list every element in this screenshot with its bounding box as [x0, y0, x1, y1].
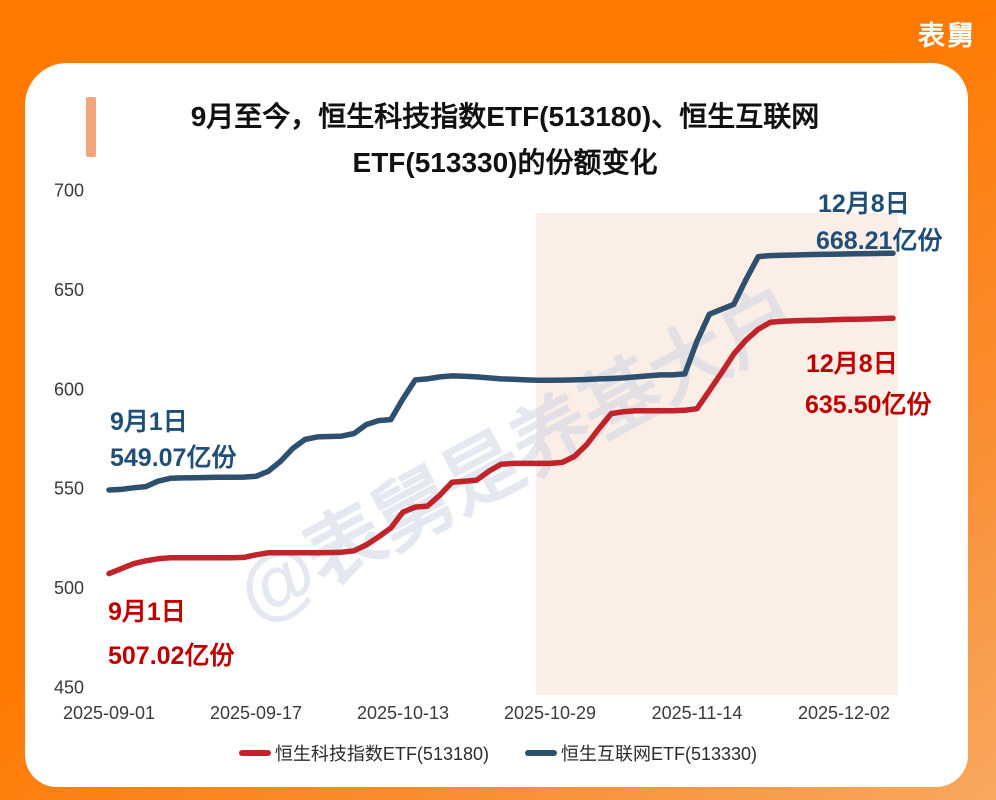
legend-item-internet: 恒生互联网ETF(513330) [525, 740, 757, 766]
y-tick-label: 700 [54, 181, 84, 201]
y-tick-label: 550 [54, 479, 84, 499]
brand-logo: 表舅 [918, 21, 976, 51]
x-tick-label: 2025-10-13 [357, 703, 449, 723]
y-tick-label: 650 [54, 280, 84, 300]
y-tick-label: 600 [54, 379, 84, 399]
series-lines [106, 250, 896, 577]
annotation-red-start-date: 9月1日 [108, 598, 186, 626]
annotation-blue-start-date: 9月1日 [110, 408, 188, 436]
chart-title-line2: ETF(513330)的份额变化 [352, 147, 658, 178]
annotation-blue-end-value: 668.21亿份 [816, 227, 943, 255]
legend-label-hstech: 恒生科技指数ETF(513180) [274, 744, 489, 764]
annotation-red-start-value: 507.02亿份 [108, 642, 235, 670]
highlight-band [535, 213, 898, 695]
x-axis: 2025-09-01 2025-09-17 2025-10-13 2025-10-29… [63, 703, 890, 723]
y-axis: 450 500 550 600 650 700 [54, 181, 84, 698]
title-accent-bar [86, 97, 96, 157]
y-tick-label: 500 [54, 578, 84, 598]
annotation-blue-start-value: 549.07亿份 [110, 444, 237, 472]
legend-swatch-blue [525, 750, 557, 756]
x-tick-label: 2025-10-29 [504, 703, 596, 723]
annotation-red-end-date: 12月8日 [806, 350, 898, 378]
series-line-internet-etf [106, 250, 896, 493]
legend-swatch-red [238, 750, 271, 756]
x-tick-label: 2025-11-14 [652, 703, 743, 723]
chart-title-line1: 9月至今，恒生科技指数ETF(513180)、恒生互联网 [190, 101, 820, 132]
annotation-blue-end-date: 12月8日 [818, 190, 910, 218]
chart-title: 9月至今，恒生科技指数ETF(513180)、恒生互联网 ETF(513330)… [110, 94, 900, 186]
legend: 恒生科技指数ETF(513180) 恒生互联网ETF(513330) [0, 740, 996, 766]
x-tick-label: 2025-12-02 [798, 703, 890, 723]
legend-label-internet: 恒生互联网ETF(513330) [561, 744, 758, 764]
x-tick-label: 2025-09-17 [210, 703, 302, 723]
legend-item-hstech: 恒生科技指数ETF(513180) [238, 740, 489, 766]
series-line-hstech-etf [106, 315, 896, 577]
y-tick-label: 450 [54, 678, 84, 698]
x-tick-label: 2025-09-01 [63, 703, 155, 723]
annotation-red-end-value: 635.50亿份 [805, 391, 932, 419]
